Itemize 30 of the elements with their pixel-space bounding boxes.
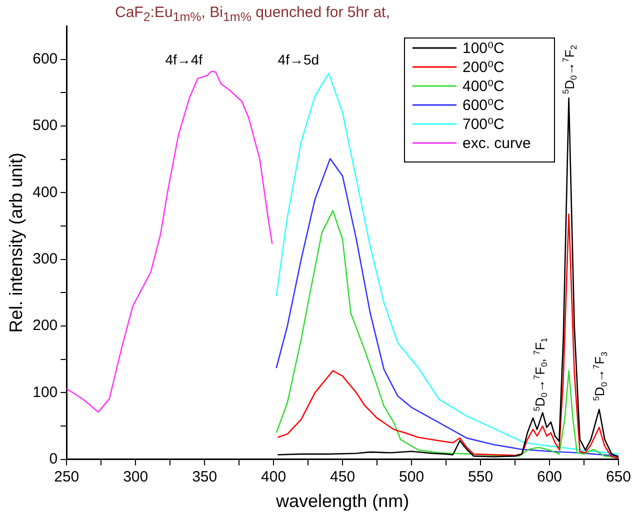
legend-label: 200⁰C [462, 59, 505, 76]
x-tick-label: 300 [123, 468, 148, 486]
x-tick-label: 500 [399, 468, 424, 486]
x-tick-label: 400 [261, 468, 286, 486]
x-tick-label: 250 [54, 468, 80, 486]
y-tick-label: 0 [49, 450, 58, 468]
annotation: 5D0→7F3 [590, 351, 609, 401]
legend-label: 100⁰C [462, 40, 505, 57]
x-tick-label: 550 [468, 468, 494, 486]
legend-label: 600⁰C [462, 97, 505, 114]
legend-label: 400⁰C [462, 78, 505, 95]
text: 5D0→7F0, 7F1 [531, 338, 550, 412]
y-axis-title: Rel. intensity (arb unit) [6, 152, 26, 333]
legend-label: exc. curve [462, 135, 531, 152]
y-tick-label: 100 [32, 384, 58, 401]
x-tick-label: 450 [330, 468, 356, 486]
x-tick-label: 350 [192, 468, 218, 486]
y-tick-label: 500 [32, 117, 58, 134]
annotation: 4f→4f [165, 52, 203, 68]
y-tick-label: 600 [32, 50, 58, 68]
chart-title: CaF$_{2}$:Eu$_{1m%}$, Bi$_{1m%}$ quenched for 5hr at, [115, 4, 390, 24]
x-tick-label: 600 [536, 468, 562, 486]
x-tick-label: 650 [606, 468, 631, 486]
y-tick-label: 200 [32, 317, 58, 334]
annotation: 4f→5d [278, 52, 320, 68]
y-tick-label: 400 [32, 184, 58, 201]
x-axis-title: wavelength (nm) [275, 491, 410, 512]
y-tick-label: 300 [32, 250, 58, 268]
annotation: 5D0→7F2 [560, 44, 578, 94]
legend-label: 700⁰C [462, 116, 505, 133]
